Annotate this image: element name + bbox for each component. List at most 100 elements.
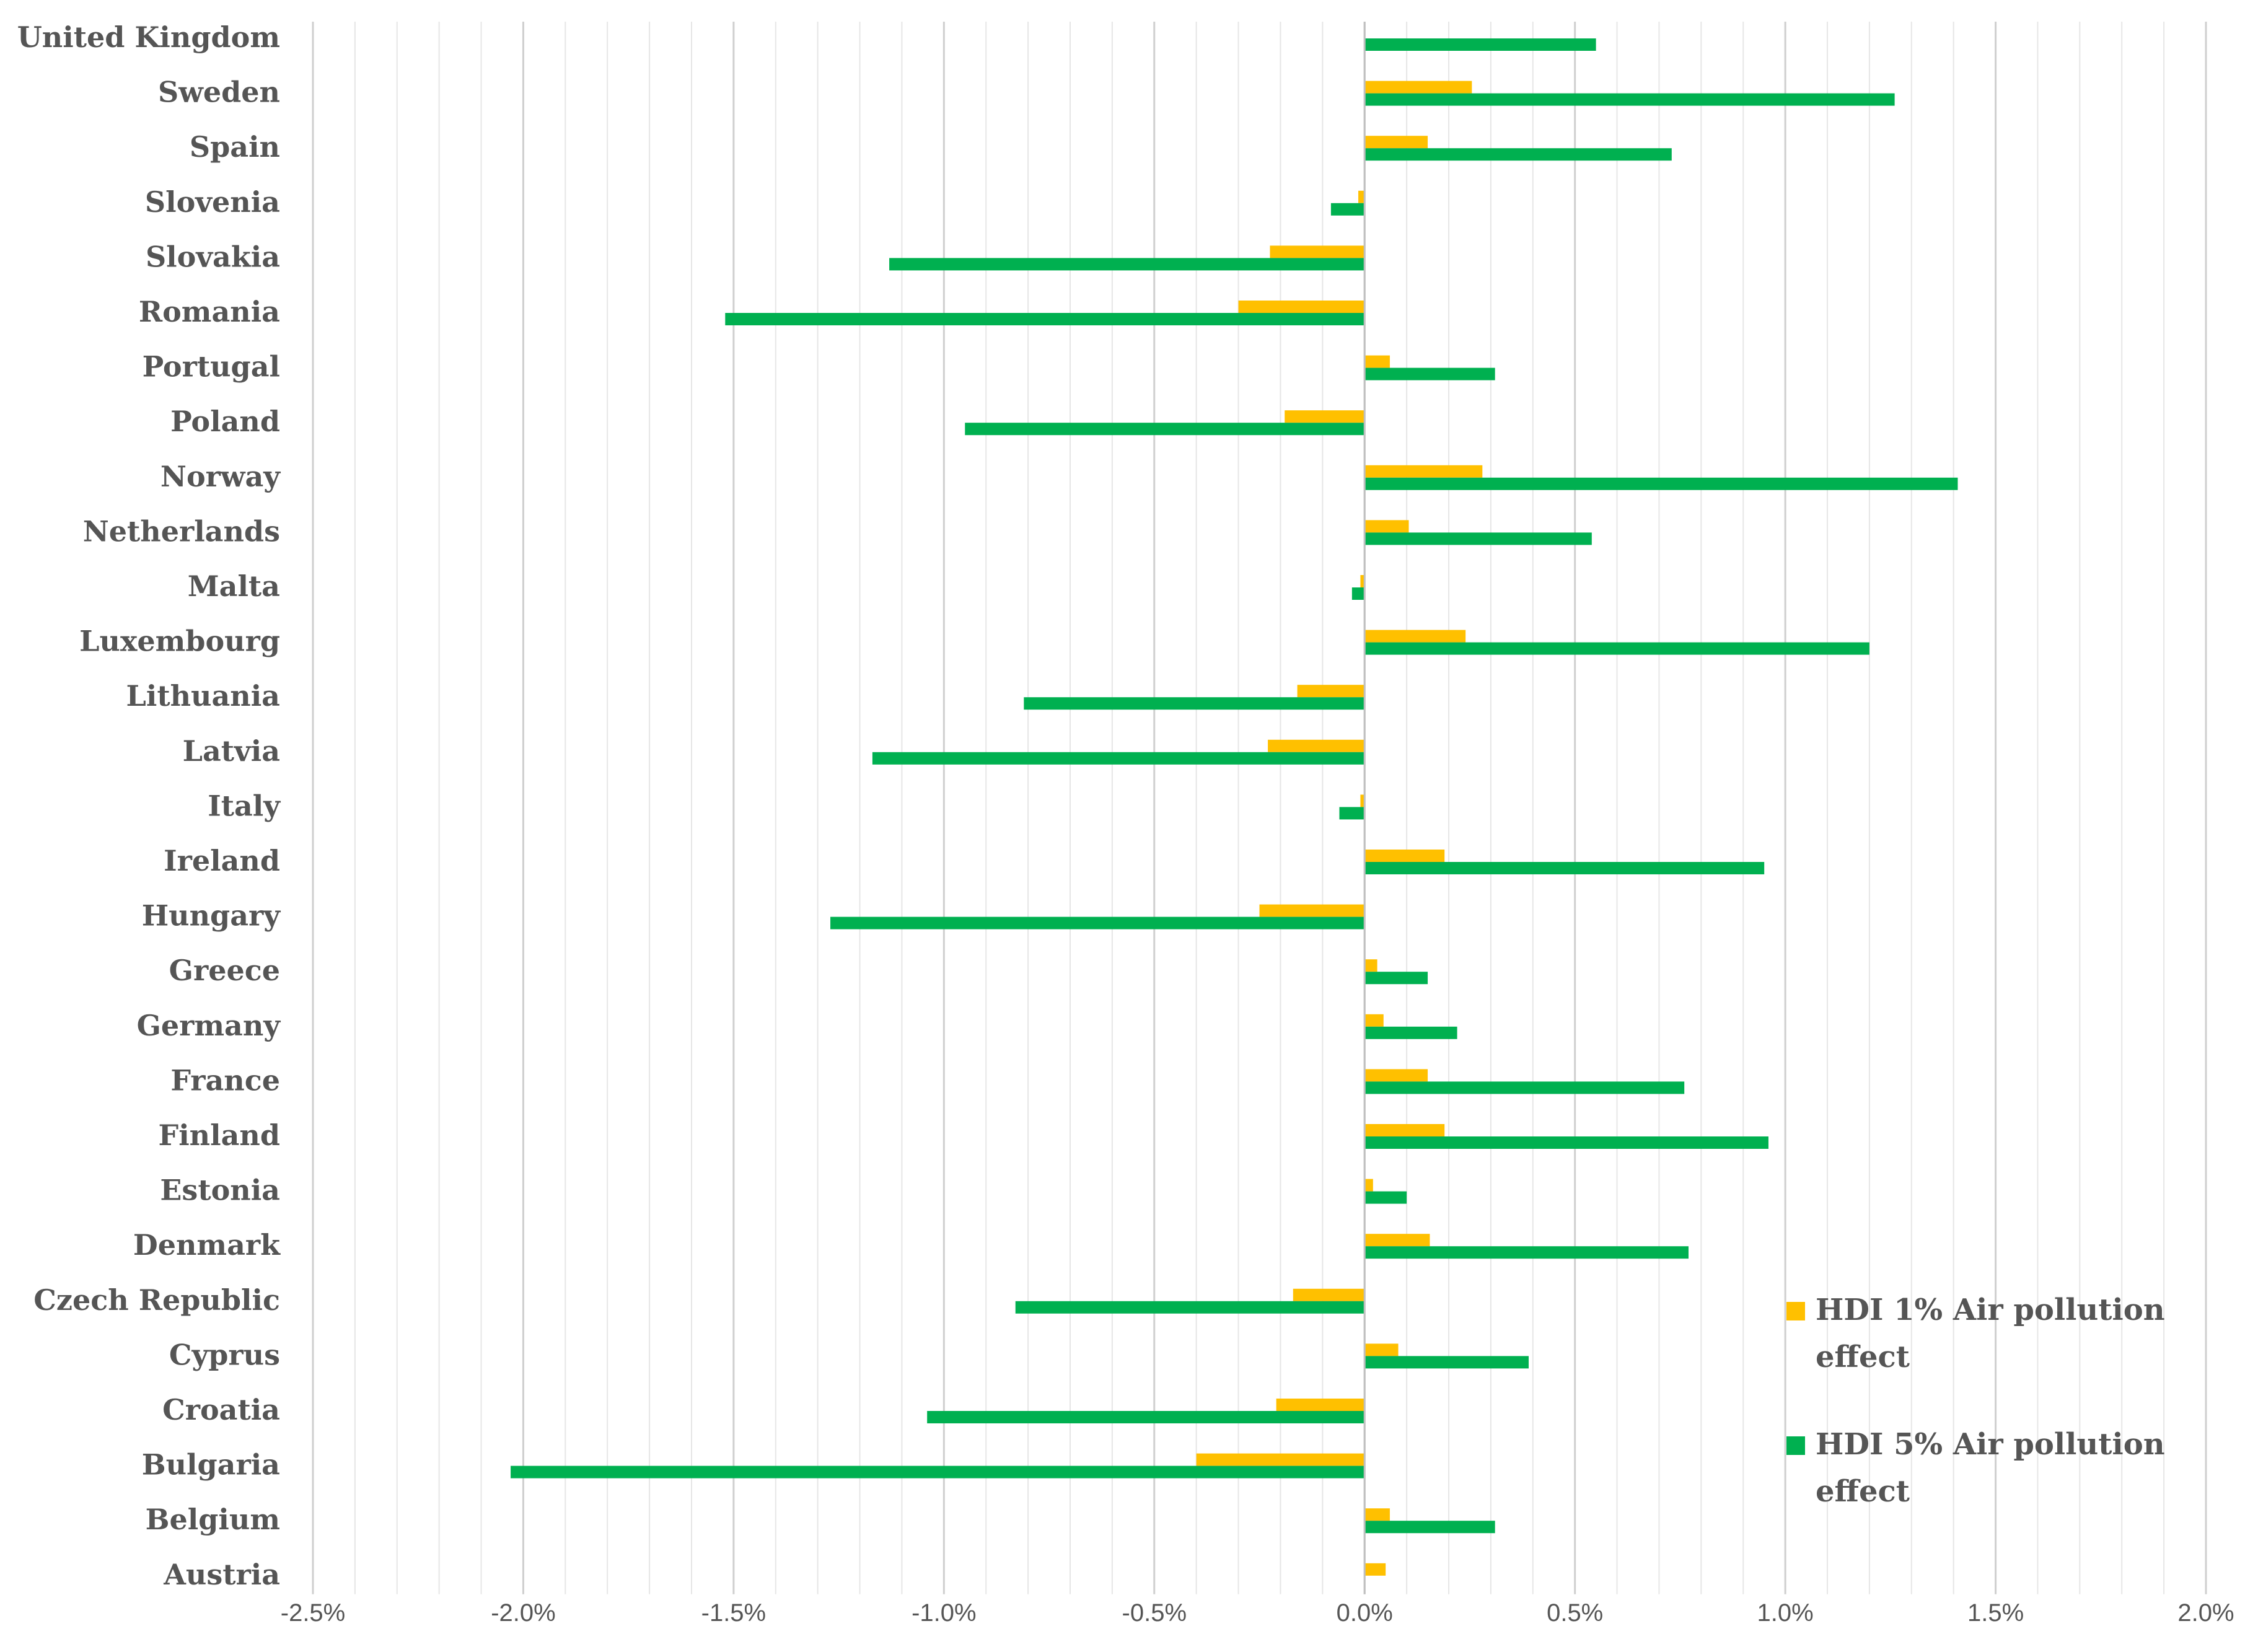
bar-hdi-1pct-estonia	[1364, 1179, 1373, 1192]
bar-hdi-1pct-norway	[1364, 465, 1483, 478]
category-label: Croatia	[162, 1393, 280, 1426]
category-label: Poland	[170, 405, 280, 438]
x-tick-label: -1.0%	[912, 1599, 977, 1627]
bar-hdi-5pct-germany	[1364, 1026, 1457, 1039]
legend-label-hdi-1pct-line2: effect	[1816, 1340, 1910, 1374]
bar-hdi-5pct-poland	[965, 423, 1365, 436]
bar-hdi-5pct-estonia	[1364, 1191, 1407, 1204]
category-label: Germany	[137, 1009, 281, 1042]
bar-hdi-5pct-spain	[1364, 148, 1672, 161]
bar-hdi-5pct-bulgaria	[511, 1465, 1365, 1478]
bar-hdi-5pct-romania	[725, 313, 1365, 325]
bar-hdi-1pct-spain	[1364, 136, 1428, 149]
bar-hdi-5pct-slovakia	[889, 258, 1365, 271]
category-labels: United Kingdom Sweden Spain Slovenia Slovaki…	[17, 20, 281, 1591]
category-label: Estonia	[160, 1174, 280, 1207]
bar-hdi-1pct-cyprus	[1364, 1343, 1399, 1356]
bar-hdi-5pct-slovenia	[1330, 203, 1365, 216]
category-label: Latvia	[183, 734, 280, 768]
bar-hdi-5pct-denmark	[1364, 1246, 1689, 1259]
category-label: Norway	[160, 460, 281, 493]
bar-hdi-5pct-latvia	[872, 752, 1365, 765]
category-label: Slovakia	[146, 240, 280, 273]
category-label: Bulgaria	[142, 1448, 280, 1482]
bar-hdi-1pct-slovakia	[1270, 245, 1365, 258]
bar-hdi-1pct-hungary	[1259, 904, 1365, 917]
category-label: Slovenia	[145, 185, 280, 219]
category-label: Austria	[163, 1558, 280, 1591]
category-label: Portugal	[143, 350, 280, 384]
bar-hdi-5pct-croatia	[927, 1411, 1365, 1423]
bar-hdi-1pct-czech-republic	[1293, 1288, 1365, 1301]
bar-hdi-1pct-germany	[1364, 1014, 1384, 1027]
category-label: Denmark	[133, 1228, 281, 1262]
bar-hdi-5pct-finland	[1364, 1136, 1768, 1149]
category-label: Netherlands	[83, 514, 280, 548]
bar-hdi-5pct-netherlands	[1364, 532, 1592, 545]
bar-hdi-1pct-poland	[1285, 410, 1365, 423]
bar-hdi-5pct-portugal	[1364, 367, 1495, 380]
bar-hdi-1pct-denmark	[1364, 1234, 1430, 1247]
legend-swatch-hdi-1pct	[1786, 1302, 1805, 1320]
category-label: France	[170, 1063, 280, 1097]
legend: HDI 1% Air pollution effect HDI 5% Air p…	[1786, 1293, 2165, 1509]
category-label: Czech Republic	[33, 1283, 280, 1317]
bar-hdi-1pct-france	[1364, 1069, 1428, 1082]
x-tick-label: -0.5%	[1122, 1599, 1187, 1627]
x-axis-tick-labels: -2.5% -2.0% -1.5% -1.0% -0.5% 0.0% 0.5% 1.0% 1.5…	[281, 1599, 2234, 1627]
bar-hdi-1pct-croatia	[1276, 1399, 1365, 1411]
legend-label-hdi-1pct-line1: HDI 1% Air pollution	[1816, 1293, 2165, 1327]
bar-hdi-1pct-bulgaria	[1196, 1453, 1365, 1466]
category-label: Finland	[159, 1118, 280, 1152]
bar-hdi-1pct-malta	[1360, 575, 1365, 587]
bars	[511, 22, 1958, 1594]
bar-hdi-1pct-romania	[1238, 301, 1365, 313]
bar-hdi-1pct-netherlands	[1364, 520, 1409, 533]
bar-hdi-5pct-belgium	[1364, 1521, 1495, 1534]
category-label: Hungary	[142, 899, 281, 933]
bar-hdi-1pct-latvia	[1268, 739, 1365, 752]
bar-hdi-5pct-greece	[1364, 972, 1428, 985]
bar-hdi-5pct-france	[1364, 1081, 1685, 1094]
category-label: Lithuania	[126, 679, 281, 713]
bar-hdi-5pct-hungary	[830, 916, 1365, 929]
bar-hdi-5pct-luxembourg	[1364, 642, 1869, 655]
x-tick-label: -2.5%	[281, 1599, 346, 1627]
bar-hdi-1pct-ireland	[1364, 850, 1445, 862]
category-label: Greece	[169, 954, 280, 987]
category-label: Luxembourg	[79, 625, 280, 658]
bar-hdi-1pct-luxembourg	[1364, 630, 1466, 643]
bar-hdi-1pct-belgium	[1364, 1508, 1390, 1521]
category-label: Sweden	[158, 76, 280, 109]
bar-hdi-5pct-united-kingdom	[1364, 38, 1596, 51]
category-label: Romania	[139, 295, 280, 328]
category-label: Spain	[190, 130, 280, 164]
x-tick-label: 1.0%	[1757, 1599, 1814, 1627]
bar-hdi-1pct-slovenia	[1358, 190, 1365, 203]
category-label: Italy	[208, 789, 281, 822]
bar-hdi-1pct-greece	[1364, 959, 1377, 972]
x-tick-label: 2.0%	[2177, 1599, 2234, 1627]
category-label: Malta	[188, 569, 280, 603]
bar-hdi-1pct-lithuania	[1297, 685, 1365, 698]
bar-hdi-5pct-czech-republic	[1015, 1301, 1365, 1314]
bar-hdi-1pct-austria	[1364, 1563, 1386, 1576]
category-label: Cyprus	[169, 1338, 280, 1371]
x-tick-label: 0.5%	[1547, 1599, 1603, 1627]
bar-hdi-5pct-cyprus	[1364, 1356, 1529, 1369]
bar-hdi-5pct-norway	[1364, 477, 1958, 490]
legend-swatch-hdi-5pct	[1786, 1436, 1805, 1455]
bar-hdi-5pct-sweden	[1364, 93, 1895, 106]
x-tick-label: 0.0%	[1337, 1599, 1393, 1627]
x-tick-label: -2.0%	[491, 1599, 556, 1627]
category-label: United Kingdom	[17, 20, 280, 54]
gridlines	[312, 22, 2207, 1594]
category-label: Belgium	[146, 1503, 280, 1536]
x-tick-label: -1.5%	[701, 1599, 767, 1627]
bar-hdi-1pct-sweden	[1364, 81, 1472, 94]
bar-hdi-5pct-italy	[1339, 807, 1365, 820]
legend-label-hdi-5pct-line2: effect	[1816, 1474, 1910, 1509]
bar-hdi-5pct-lithuania	[1024, 697, 1365, 710]
bar-hdi-1pct-portugal	[1364, 355, 1390, 368]
